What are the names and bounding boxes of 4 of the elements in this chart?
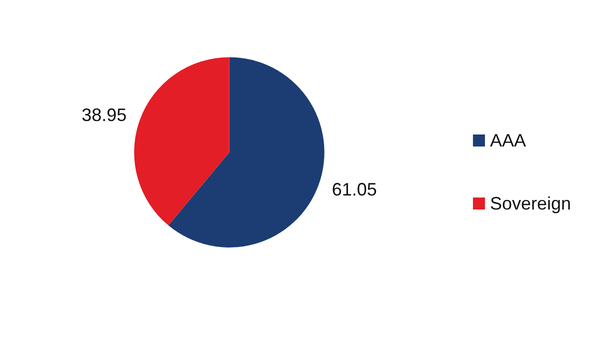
data-label: 61.05 bbox=[332, 179, 377, 200]
data-label: 38.95 bbox=[82, 105, 127, 126]
legend-label: Sovereign bbox=[490, 194, 572, 214]
legend-label: AAA bbox=[490, 130, 526, 150]
